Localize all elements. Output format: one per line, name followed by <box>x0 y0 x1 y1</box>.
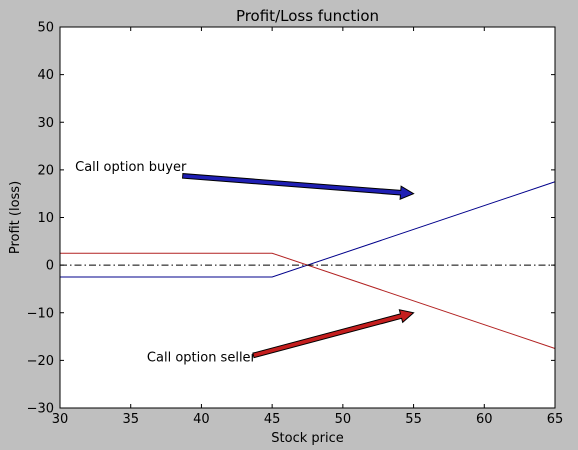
annotation-label-0: Call option buyer <box>75 160 187 175</box>
x-axis-label: Stock price <box>271 431 343 446</box>
y-tick-label: 30 <box>37 116 54 131</box>
x-tick-label: 65 <box>547 412 564 427</box>
x-tick-label: 55 <box>405 412 422 427</box>
x-tick-label: 50 <box>335 412 352 427</box>
annotation-arrow-0 <box>182 173 415 200</box>
plot-area <box>60 27 555 408</box>
chart-title: Profit/Loss function <box>236 7 379 25</box>
y-tick-label: 10 <box>37 211 54 226</box>
x-tick-label: 35 <box>122 412 139 427</box>
annotation-label-1: Call option seller <box>147 350 257 365</box>
x-tick-label: 45 <box>264 412 281 427</box>
series-line-1 <box>60 252 556 349</box>
annotation-layer: Call option buyer Call option seller <box>75 160 415 365</box>
y-tick-label: 50 <box>37 21 54 36</box>
y-tick-label: −20 <box>27 354 54 369</box>
annotation-arrow-1 <box>252 309 415 359</box>
y-tick-label: −10 <box>27 306 54 321</box>
x-tick-label: 40 <box>193 412 210 427</box>
y-tick-label: 0 <box>46 259 54 274</box>
x-tick-label: 30 <box>52 412 69 427</box>
y-tick-label: −30 <box>27 402 54 417</box>
series-layer <box>60 181 556 349</box>
series-line-0 <box>60 181 556 278</box>
y-tick-label: 40 <box>37 68 54 83</box>
y-tick-label: 20 <box>37 163 54 178</box>
y-axis-label: Profit (loss) <box>8 181 23 254</box>
tick-layer: 30 35 40 45 50 55 60 65 −30 −20 −10 0 10 20 30 40 50 <box>27 21 564 428</box>
x-tick-label: 60 <box>476 412 493 427</box>
